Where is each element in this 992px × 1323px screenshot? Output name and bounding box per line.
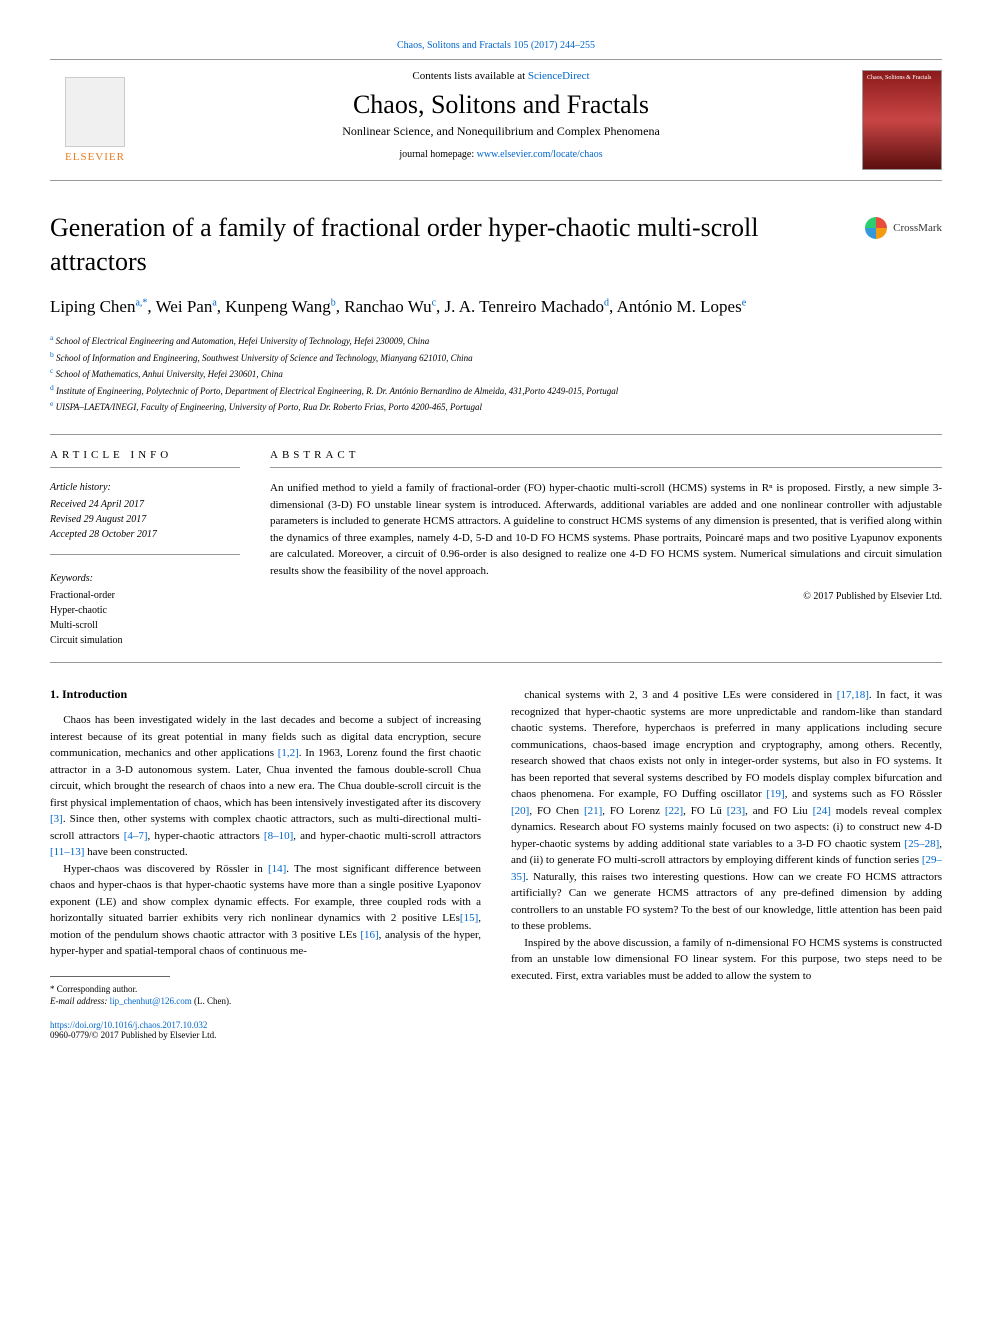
homepage-line: journal homepage: www.elsevier.com/locat… [160,149,842,160]
abstract-text: An unified method to yield a family of f… [270,480,942,579]
issn-copyright-line: 0960-0779/© 2017 Published by Elsevier L… [50,1030,216,1040]
corresponding-author-note: * Corresponding author. E-mail address: … [50,983,481,1008]
body-column-right: chanical systems with 2, 3 and 4 positiv… [511,687,942,984]
keywords-block: Keywords: Fractional-orderHyper-chaoticM… [50,571,240,648]
journal-name: Chaos, Solitons and Fractals [160,90,842,120]
crossmark-badge[interactable]: CrossMark [865,217,942,239]
email-label: E-mail address: [50,996,110,1006]
contents-prefix: Contents lists available at [412,70,527,82]
body-column-left: Chaos has been investigated widely in th… [50,712,481,960]
corresponding-email-link[interactable]: lip_chenhut@126.com [110,996,192,1006]
revised-date: Revised 29 August 2017 [50,514,146,525]
keywords-list: Fractional-orderHyper-chaoticMulti-scrol… [50,590,123,646]
publisher-name: ELSEVIER [65,151,125,163]
journal-header: ELSEVIER Contents lists available at Sci… [50,59,942,181]
abstract-copyright: © 2017 Published by Elsevier Ltd. [270,591,942,602]
footnote-separator [50,976,170,977]
footer-info: https://doi.org/10.1016/j.chaos.2017.10.… [50,1020,481,1040]
issue-citation[interactable]: Chaos, Solitons and Fractals 105 (2017) … [50,40,942,51]
contents-line: Contents lists available at ScienceDirec… [160,70,842,82]
doi-link[interactable]: https://doi.org/10.1016/j.chaos.2017.10.… [50,1020,207,1030]
keywords-label: Keywords: [50,571,240,586]
history-label: Article history: [50,480,240,495]
section-1-heading: 1. Introduction [50,687,481,702]
publisher-logo: ELSEVIER [50,70,140,170]
corresponding-marker: * Corresponding author. [50,983,481,996]
article-info-heading: ARTICLE INFO [50,449,240,468]
crossmark-icon [865,217,887,239]
elsevier-tree-icon [65,77,125,147]
sciencedirect-link[interactable]: ScienceDirect [528,70,590,82]
article-history: Article history: Received 24 April 2017 … [50,480,240,555]
received-date: Received 24 April 2017 [50,499,144,510]
crossmark-label: CrossMark [893,222,942,234]
abstract-heading: ABSTRACT [270,449,942,468]
email-suffix: (L. Chen). [192,996,232,1006]
article-title: Generation of a family of fractional ord… [50,211,845,279]
affiliations-list: a School of Electrical Engineering and A… [50,332,942,414]
accepted-date: Accepted 28 October 2017 [50,529,157,540]
authors-list: Liping Chena,*, Wei Pana, Kunpeng Wangb,… [50,295,942,319]
homepage-prefix: journal homepage: [399,149,476,160]
journal-homepage-link[interactable]: www.elsevier.com/locate/chaos [477,149,603,160]
journal-cover-thumbnail [862,70,942,170]
journal-subtitle: Nonlinear Science, and Nonequilibrium an… [160,124,842,139]
